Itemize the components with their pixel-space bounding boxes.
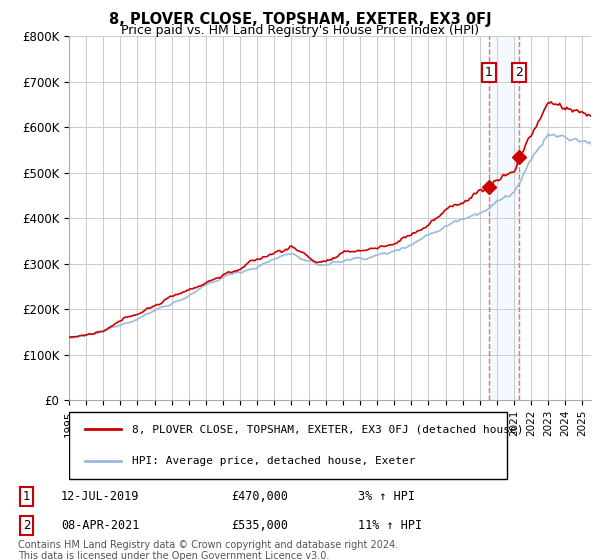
Text: 8, PLOVER CLOSE, TOPSHAM, EXETER, EX3 0FJ: 8, PLOVER CLOSE, TOPSHAM, EXETER, EX3 0F… bbox=[109, 12, 491, 27]
Text: £535,000: £535,000 bbox=[231, 519, 288, 533]
Text: 8, PLOVER CLOSE, TOPSHAM, EXETER, EX3 0FJ (detached house): 8, PLOVER CLOSE, TOPSHAM, EXETER, EX3 0F… bbox=[131, 424, 523, 434]
Bar bbox=[489, 36, 518, 400]
Text: £470,000: £470,000 bbox=[231, 489, 288, 503]
Text: 1: 1 bbox=[485, 66, 493, 80]
Text: 1: 1 bbox=[23, 489, 30, 503]
Text: 3% ↑ HPI: 3% ↑ HPI bbox=[358, 489, 415, 503]
Text: 08-APR-2021: 08-APR-2021 bbox=[61, 519, 139, 533]
Text: 11% ↑ HPI: 11% ↑ HPI bbox=[358, 519, 422, 533]
Text: HPI: Average price, detached house, Exeter: HPI: Average price, detached house, Exet… bbox=[131, 456, 415, 466]
Text: 2: 2 bbox=[23, 519, 30, 533]
FancyBboxPatch shape bbox=[69, 412, 508, 479]
Text: Contains HM Land Registry data © Crown copyright and database right 2024.
This d: Contains HM Land Registry data © Crown c… bbox=[18, 540, 398, 560]
Text: 2: 2 bbox=[515, 66, 523, 80]
Text: 12-JUL-2019: 12-JUL-2019 bbox=[61, 489, 139, 503]
Text: Price paid vs. HM Land Registry's House Price Index (HPI): Price paid vs. HM Land Registry's House … bbox=[121, 24, 479, 36]
